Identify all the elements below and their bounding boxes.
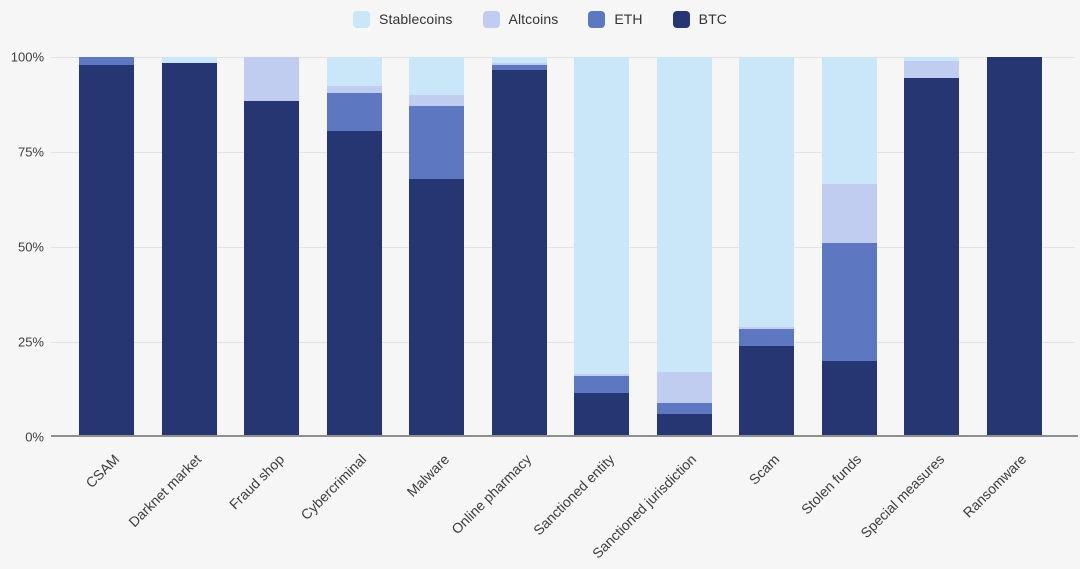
- bar-online-pharmacy[interactable]: [491, 57, 547, 437]
- bar-segment-malware-eth[interactable]: [409, 106, 464, 179]
- bar-segment-sanctioned-jurisdiction-altcoins[interactable]: [656, 372, 712, 403]
- legend: Stablecoins Altcoins ETH BTC: [0, 8, 1080, 30]
- bar-segment-csam-btc[interactable]: [79, 64, 134, 437]
- altcoins-swatch-icon: [482, 10, 500, 28]
- bar-segment-online-pharmacy-stablecoins[interactable]: [491, 57, 547, 63]
- bar-segment-sanctioned-entity-stablecoins[interactable]: [574, 57, 629, 375]
- bar-darknet-market[interactable]: [161, 57, 217, 437]
- bar-segment-scam-btc[interactable]: [739, 345, 794, 437]
- bar-segment-online-pharmacy-btc[interactable]: [491, 70, 547, 437]
- bar-segment-cybercriminal-btc[interactable]: [326, 131, 382, 437]
- plot-area: 100% 75% 50% 25% 0%: [11, 50, 1078, 445]
- bar-segment-special-measures-btc[interactable]: [904, 77, 959, 437]
- btc-swatch-icon: [672, 10, 690, 28]
- bar-segment-stolen-funds-eth[interactable]: [821, 243, 877, 361]
- gridline: [51, 247, 1075, 248]
- bar-segment-cybercriminal-altcoins[interactable]: [326, 85, 382, 94]
- bar-stolen-funds[interactable]: [821, 57, 877, 437]
- legend-item-stablecoins[interactable]: Stablecoins: [353, 10, 453, 28]
- bar-csam[interactable]: [79, 57, 134, 437]
- legend-item-eth[interactable]: ETH: [588, 10, 643, 28]
- bar-segment-ransomware-btc[interactable]: [986, 57, 1042, 437]
- bar-segment-cybercriminal-stablecoins[interactable]: [326, 57, 382, 86]
- bar-special-measures[interactable]: [904, 57, 959, 437]
- gridline: [51, 152, 1075, 153]
- y-tick-label: 100%: [10, 49, 44, 65]
- bar-segment-scam-altcoins[interactable]: [739, 326, 794, 329]
- bar-segment-special-measures-altcoins[interactable]: [904, 60, 959, 78]
- bar-segment-online-pharmacy-altcoins[interactable]: [491, 62, 547, 65]
- bar-segment-fraud-shop-altcoins[interactable]: [244, 57, 299, 101]
- bar-segment-cybercriminal-eth[interactable]: [326, 93, 382, 132]
- bar-segment-sanctioned-entity-eth[interactable]: [574, 376, 629, 394]
- legend-label: ETH: [614, 11, 643, 27]
- bar-segment-malware-altcoins[interactable]: [409, 95, 464, 107]
- bar-fraud-shop[interactable]: [244, 57, 299, 437]
- y-tick-label: 75%: [17, 144, 44, 160]
- stablecoins-swatch-icon: [353, 10, 371, 28]
- bar-segment-sanctioned-jurisdiction-eth[interactable]: [656, 402, 712, 415]
- bar-segment-scam-stablecoins[interactable]: [739, 57, 794, 327]
- bar-segment-malware-btc[interactable]: [409, 178, 464, 437]
- x-axis-line: [51, 435, 1078, 437]
- legend-label: Altcoins: [508, 11, 559, 27]
- bar-segment-darknet-market-stablecoins[interactable]: [161, 57, 217, 63]
- bar-ransomware[interactable]: [986, 57, 1042, 437]
- gridline: [51, 57, 1075, 58]
- bar-segment-sanctioned-entity-altcoins[interactable]: [574, 374, 629, 377]
- legend-label: Stablecoins: [379, 11, 453, 27]
- bar-segment-sanctioned-entity-btc[interactable]: [574, 393, 629, 437]
- bar-malware[interactable]: [409, 57, 464, 437]
- bar-scam[interactable]: [739, 57, 794, 437]
- bar-segment-sanctioned-jurisdiction-stablecoins[interactable]: [656, 57, 712, 373]
- y-tick-label: 0%: [25, 429, 44, 445]
- bar-segment-csam-eth[interactable]: [79, 57, 134, 65]
- gridline: [51, 342, 1075, 343]
- y-tick-label: 25%: [17, 334, 44, 350]
- bar-segment-stolen-funds-btc[interactable]: [821, 361, 877, 437]
- bar-segment-special-measures-stablecoins[interactable]: [904, 57, 959, 61]
- legend-label: BTC: [698, 11, 727, 27]
- bar-segment-fraud-shop-btc[interactable]: [244, 100, 299, 437]
- bar-cybercriminal[interactable]: [326, 57, 382, 437]
- bar-segment-online-pharmacy-eth[interactable]: [491, 64, 547, 71]
- eth-swatch-icon: [588, 10, 606, 28]
- legend-item-altcoins[interactable]: Altcoins: [482, 10, 559, 28]
- x-axis-labels: CSAM Darknet market Fraud shop Cybercrimina…: [57, 449, 1075, 569]
- y-tick-label: 50%: [17, 239, 44, 255]
- bar-segment-stolen-funds-altcoins[interactable]: [821, 184, 877, 244]
- bar-sanctioned-entity[interactable]: [574, 57, 629, 437]
- bar-sanctioned-jurisdiction[interactable]: [656, 57, 712, 437]
- bar-segment-malware-stablecoins[interactable]: [409, 57, 464, 96]
- legend-item-btc[interactable]: BTC: [672, 10, 727, 28]
- bar-segment-scam-eth[interactable]: [739, 328, 794, 346]
- bar-segment-darknet-market-btc[interactable]: [161, 62, 217, 437]
- bar-segment-sanctioned-jurisdiction-btc[interactable]: [656, 414, 712, 437]
- bar-segment-stolen-funds-stablecoins[interactable]: [821, 57, 877, 185]
